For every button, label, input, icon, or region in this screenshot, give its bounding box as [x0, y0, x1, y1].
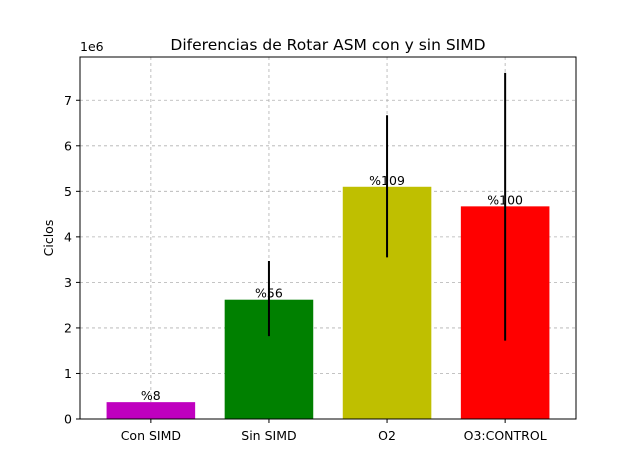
x-ticks: Con SIMD Sin SIMD O2 O3:CONTROL — [121, 419, 547, 443]
chart-title: Diferencias de Rotar ASM con y sin SIMD — [170, 36, 485, 54]
error-bars — [267, 72, 507, 341]
y-tick-label: 4 — [64, 229, 72, 244]
x-tick-label: O3:CONTROL — [464, 428, 547, 443]
y-scale-label: 1e6 — [80, 39, 104, 54]
bars — [106, 186, 550, 419]
y-tick-label: 2 — [64, 320, 72, 335]
y-tick-label: 7 — [64, 93, 72, 108]
bar-value-label: %100 — [487, 192, 523, 207]
y-tick-label: 0 — [64, 412, 72, 427]
y-tick-label: 1 — [64, 366, 72, 381]
y-tick-label: 5 — [64, 184, 72, 199]
y-ticks: 0 1 2 3 4 5 6 7 — [64, 93, 80, 427]
x-tick-label: Sin SIMD — [241, 428, 296, 443]
bar-value-label: %8 — [141, 388, 161, 403]
y-tick-label: 6 — [64, 138, 72, 153]
x-tick-label: O2 — [378, 428, 396, 443]
bar-value-label: %56 — [255, 286, 283, 301]
plot-frame — [79, 56, 577, 420]
x-tick-label: Con SIMD — [121, 428, 181, 443]
bar-value-label: %109 — [369, 173, 405, 188]
bar — [106, 402, 196, 419]
bar-labels: %8 %56 %109 %100 — [141, 173, 523, 403]
y-tick-label: 3 — [64, 275, 72, 290]
y-axis-label: Ciclos — [41, 220, 56, 257]
